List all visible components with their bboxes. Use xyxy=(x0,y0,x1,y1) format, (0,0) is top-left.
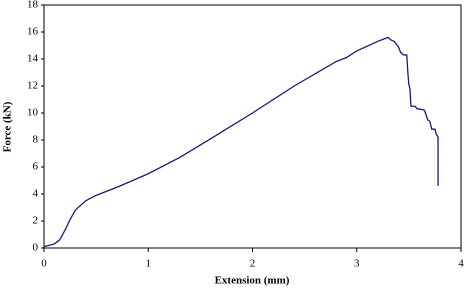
plot-frame xyxy=(43,4,462,249)
y-tick-label: 4 xyxy=(33,188,39,200)
y-tick-label: 2 xyxy=(33,215,39,227)
y-tick-label: 16 xyxy=(27,26,39,38)
x-tick-label: 3 xyxy=(354,258,360,270)
x-tick-label: 2 xyxy=(250,258,256,270)
y-tick-label: 12 xyxy=(27,80,38,92)
x-axis-title: Extension (mm) xyxy=(215,275,290,287)
y-tick-label: 10 xyxy=(27,107,39,119)
y-tick-label: 6 xyxy=(33,161,39,173)
data-line xyxy=(43,36,439,248)
y-tick-label: 14 xyxy=(27,53,39,65)
y-axis-title: Force (kN) xyxy=(2,101,14,152)
x-tick-label: 0 xyxy=(41,258,47,270)
y-tick-label: 18 xyxy=(27,0,39,11)
y-tick-label: 0 xyxy=(33,242,39,254)
x-tick-label: 4 xyxy=(458,258,464,270)
y-tick-label: 8 xyxy=(33,134,39,146)
x-tick-label: 1 xyxy=(146,258,152,270)
